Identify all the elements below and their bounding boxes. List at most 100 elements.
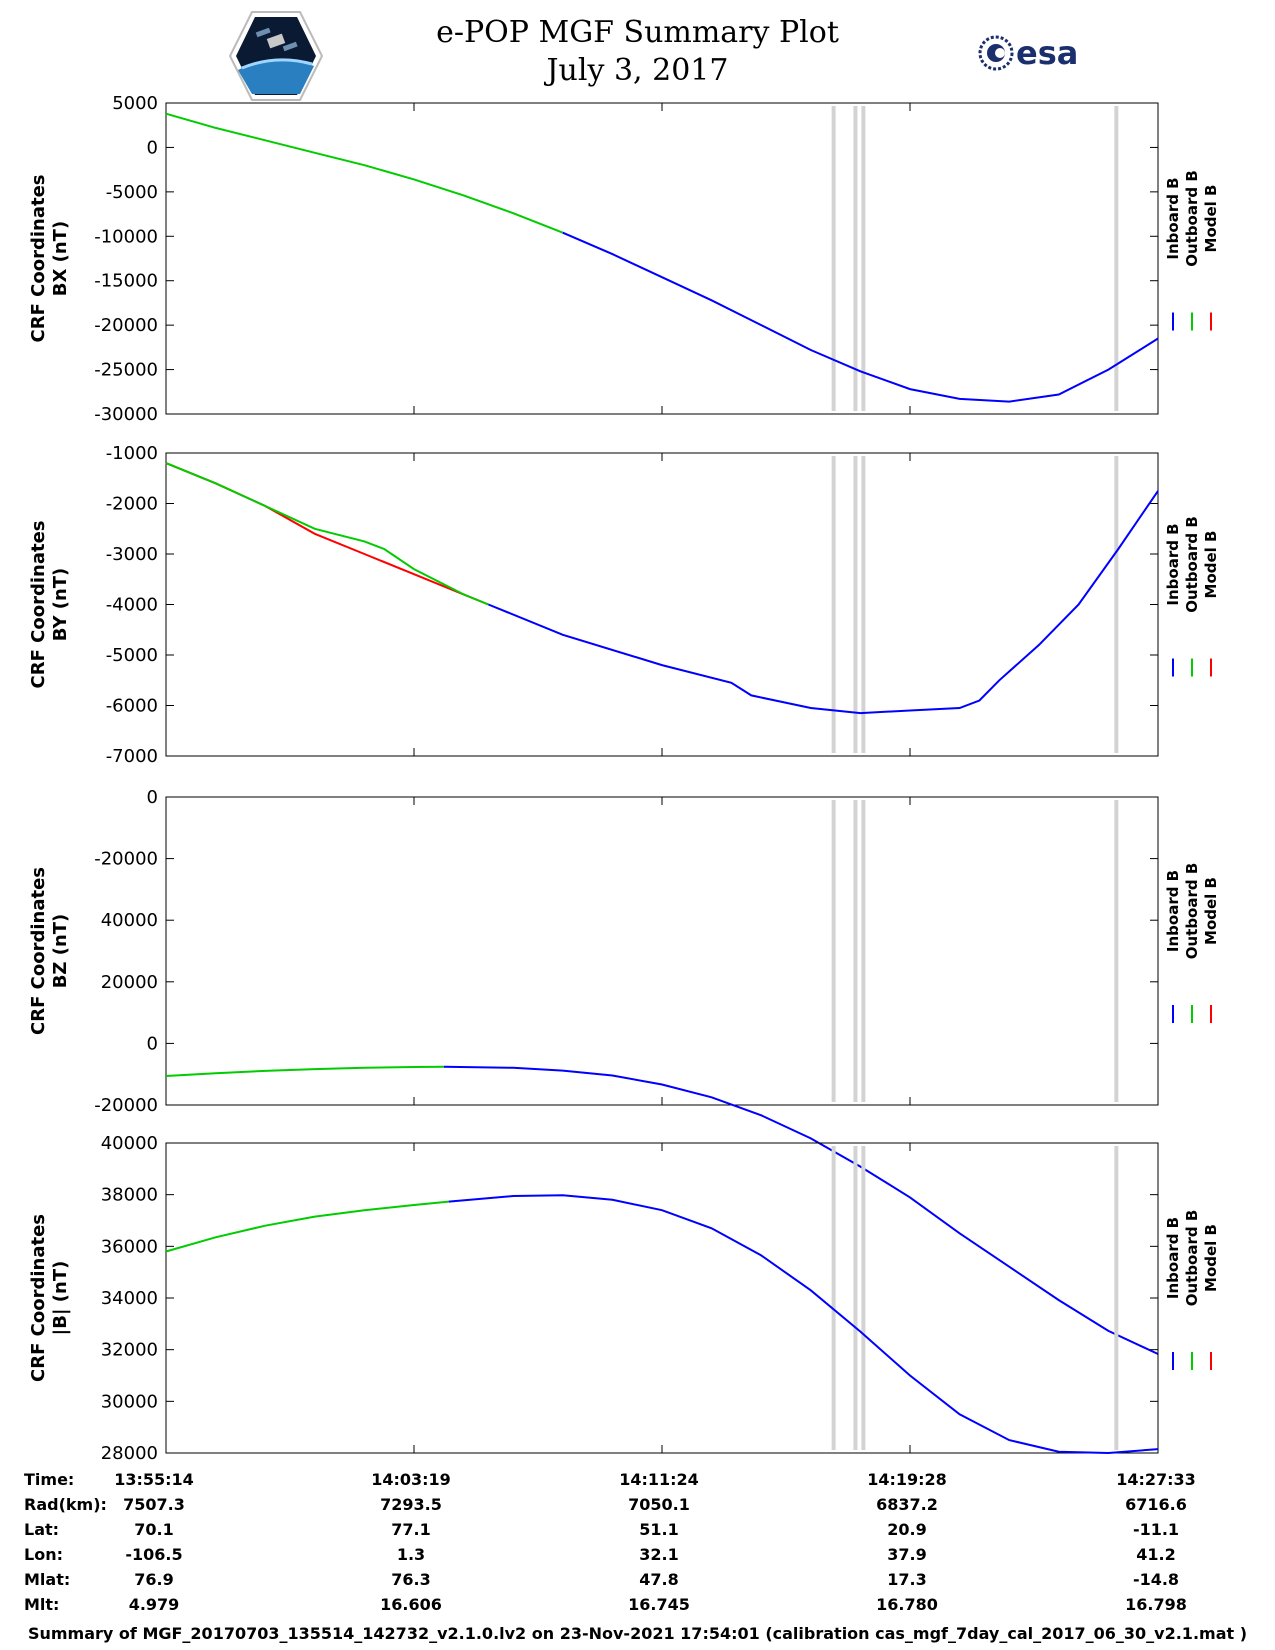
ephemeris-label: Lat: [24,1520,60,1539]
y-tick-label-3-2: 36000 [101,1236,158,1257]
gap-bar-3-0 [831,1146,836,1450]
y-axis-label-0-1: BX (nT) [50,221,71,296]
y-tick-label-0-3: -10000 [94,226,158,247]
ephemeris-value: 6837.2 [876,1495,938,1514]
gap-bar-0-1 [853,106,858,411]
gap-bar-2-1 [853,800,858,1102]
y-tick-label-0-1: 0 [147,137,158,158]
gap-bar-1-0 [831,456,836,753]
ephemeris-label: Time: [24,1470,75,1489]
y-tick-label-0-6: -25000 [94,360,158,381]
y-tick-label-2-5: -20000 [94,1095,158,1116]
ephemeris-value: 41.2 [1136,1545,1176,1564]
gap-bar-2-3 [1114,800,1119,1102]
ephemeris-value: 76.3 [391,1570,431,1589]
legend-label-0-0: Inboard B [1164,177,1182,259]
ephemeris-value: 4.979 [128,1595,180,1614]
ephemeris-value: 16.745 [628,1595,690,1614]
gap-bar-2-2 [861,800,866,1102]
gap-bar-0-3 [1114,106,1119,411]
cassiope-logo-icon [228,11,324,101]
y-tick-label-0-4: -15000 [94,271,158,292]
y-axis-label-2-0: CRF Coordinates [28,867,49,1035]
series-line-3-1 [448,1194,1159,1455]
ephemeris-value: -106.5 [125,1545,183,1564]
ephemeris-value: 37.9 [887,1545,927,1564]
ephemeris-label: Mlt: [24,1595,60,1614]
ephemeris-label: Lon: [24,1545,63,1564]
legend-label-0-2: Model B [1202,185,1220,253]
y-tick-label-1-3: -4000 [106,595,158,616]
gap-bar-3-3 [1114,1146,1119,1450]
ephemeris-value: 47.8 [639,1570,679,1589]
y-tick-label-0-2: -5000 [106,182,158,203]
ephemeris-value: 6716.6 [1125,1495,1187,1514]
y-tick-label-3-1: 38000 [101,1185,158,1206]
ephemeris-value: 14:27:33 [1116,1470,1196,1489]
ephemeris-value: 16.798 [1125,1595,1187,1614]
y-tick-label-0-5: -20000 [94,315,158,336]
legend-label-3-1: Outboard B [1183,1210,1201,1307]
gap-bar-1-3 [1114,456,1119,753]
y-axis-label-3-1: |B| (nT) [50,1261,71,1336]
esa-logo-text: esa [1016,34,1078,72]
ephemeris-value: 14:11:24 [619,1470,699,1489]
ephemeris-value: 20.9 [887,1520,927,1539]
y-tick-label-1-4: -5000 [106,645,158,666]
series-line-2-0 [165,1065,444,1077]
y-axis-label-2-1: BZ (nT) [50,914,71,989]
ephemeris-value: 14:19:28 [867,1470,947,1489]
y-tick-label-1-1: -2000 [106,494,158,515]
ephemeris-value: 17.3 [887,1570,927,1589]
plot-title: e-POP MGF Summary Plot July 3, 2017 [0,14,1275,90]
legend-label-3-2: Model B [1202,1224,1220,1292]
series-line-1-1 [165,462,489,606]
gap-bar-3-2 [861,1146,866,1450]
y-axis-label-3-0: CRF Coordinates [28,1214,49,1382]
y-tick-label-2-4: 0 [147,1033,158,1054]
legend-label-2-1: Outboard B [1183,863,1201,960]
panel-frame-3 [165,1142,1159,1454]
y-tick-label-1-5: -6000 [106,696,158,717]
legend-label-2-2: Model B [1202,877,1220,945]
y-tick-label-2-0: 0 [147,787,158,808]
ephemeris-value: 13:55:14 [114,1470,194,1489]
ephemeris-label: Mlat: [24,1570,71,1589]
y-tick-label-0-7: -30000 [94,404,158,425]
ephemeris-value: 1.3 [396,1545,426,1564]
series-line-3-0 [165,1200,449,1253]
panel-frame-1 [165,452,1159,757]
y-tick-label-0-0: 5000 [112,93,158,114]
series-line-2-1 [443,1065,1159,1355]
gap-bar-0-2 [861,106,866,411]
y-axis-label-1-0: CRF Coordinates [28,521,49,689]
ephemeris-value: 16.780 [876,1595,938,1614]
ephemeris-value: -11.1 [1132,1520,1180,1539]
ephemeris-value: 14:03:19 [371,1470,451,1489]
ephemeris-label: Rad(km): [24,1495,107,1514]
ephemeris-value: 7507.3 [123,1495,185,1514]
gap-bar-0-0 [831,106,836,411]
y-tick-label-3-6: 28000 [101,1443,158,1464]
legend-label-3-0: Inboard B [1164,1217,1182,1299]
y-tick-label-1-6: -7000 [106,746,158,767]
ephemeris-value: 32.1 [639,1545,679,1564]
ephemeris-value: 70.1 [134,1520,174,1539]
gap-bar-2-0 [831,800,836,1102]
title-line-1: e-POP MGF Summary Plot [436,15,839,50]
ephemeris-value: 77.1 [391,1520,431,1539]
ephemeris-value: 76.9 [134,1570,174,1589]
series-line-0-0 [165,112,564,234]
ephemeris-value: 7293.5 [380,1495,442,1514]
series-line-1-2 [488,490,1159,715]
legend-label-1-1: Outboard B [1183,516,1201,613]
y-tick-label-3-5: 30000 [101,1391,158,1412]
gap-bar-1-2 [861,456,866,753]
y-tick-label-1-0: -1000 [106,443,158,464]
y-tick-label-2-3: 20000 [101,972,158,993]
y-tick-label-3-0: 40000 [101,1133,158,1154]
panel-frame-0 [165,102,1159,415]
y-axis-label-0-0: CRF Coordinates [28,175,49,343]
gap-bar-3-1 [853,1146,858,1450]
